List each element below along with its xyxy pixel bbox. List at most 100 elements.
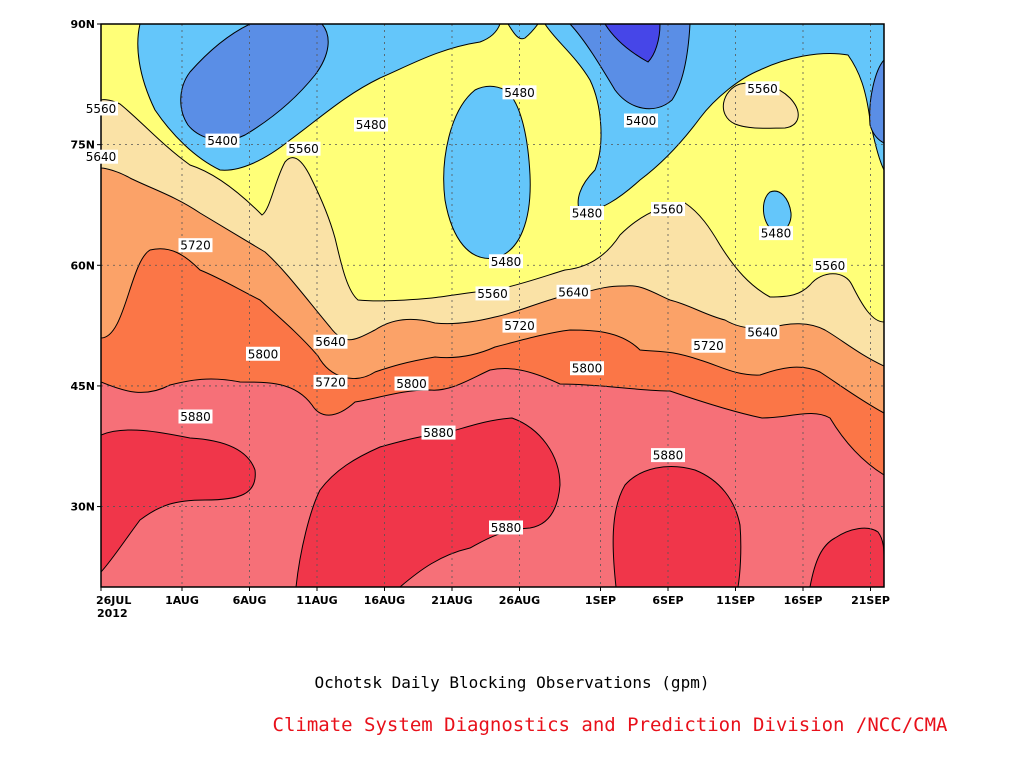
contour-label-text: 5800: [396, 377, 427, 391]
y-tick-label: 45N: [70, 380, 95, 393]
fill-above-5880-1: [101, 429, 256, 573]
x-tick-label: 1SEP: [585, 594, 616, 607]
fill-above-5880-2: [295, 417, 561, 587]
contour-label-bg: [421, 425, 456, 440]
contour-label: 5720: [313, 374, 348, 389]
y-tick-label: 75N: [70, 139, 95, 152]
contour-label: 5800: [246, 346, 280, 361]
fill-below-5400: [604, 24, 661, 63]
contour-label-bg: [502, 318, 537, 333]
contour-label-bg: [394, 376, 429, 391]
x-tick-label: 6SEP: [652, 594, 683, 607]
contour-label-bg: [178, 409, 213, 424]
contour-label-bg: [759, 226, 793, 241]
contour-label-text: 5560: [86, 102, 117, 116]
contour-label: 5880: [651, 448, 685, 463]
contour-label-text: 5800: [572, 362, 603, 376]
contour-label-text: 5720: [315, 375, 346, 389]
contour-label-bg: [651, 201, 685, 216]
contour-label-bg: [84, 101, 118, 116]
contour-label-text: 5640: [86, 150, 117, 164]
contour-label-text: 5480: [572, 207, 603, 221]
contour-label: 5880: [489, 520, 523, 535]
fill-5480-region: [137, 24, 884, 213]
contour-label-text: 5560: [747, 82, 778, 96]
contour-label-bg: [570, 206, 604, 221]
contour-label-text: 5720: [693, 339, 724, 353]
y-tick-label: 60N: [70, 259, 95, 272]
x-tick-label: 6AUG: [233, 594, 267, 607]
contour-label: 5800: [570, 361, 604, 376]
fill-above-5880-3: [612, 466, 742, 587]
contour-label: 5560: [813, 258, 847, 273]
contour-label-bg: [745, 81, 780, 96]
contour-label: 5400: [205, 133, 240, 148]
contour-label: 5560: [84, 101, 118, 116]
contour-label: 5720: [502, 318, 537, 333]
contour-label-bg: [489, 254, 523, 269]
contour-label: 5880: [421, 425, 456, 440]
contour-label-bg: [691, 338, 726, 353]
contour-labels: 5560 5640 5400 5560 5480 5480 5400 5560 5480 5560…: [84, 81, 847, 535]
contour-label-text: 5880: [653, 449, 684, 463]
contour-label-text: 5720: [180, 239, 211, 253]
contour-label: 5560: [475, 286, 510, 301]
contour-label-bg: [286, 141, 321, 156]
contour-label-bg: [502, 85, 537, 100]
contour-label-text: 5480: [356, 118, 387, 132]
contour-label: 5400: [624, 113, 658, 128]
contour-label: 5800: [394, 376, 429, 391]
contour-label-bg: [745, 325, 780, 340]
y-axis: 30N 45N 60N 75N 90N: [70, 18, 101, 514]
x-tick-label: 21AUG: [431, 594, 472, 607]
x-tick-label: 16AUG: [364, 594, 405, 607]
y-tick-label: 90N: [70, 18, 95, 31]
y-tick-label: 30N: [70, 501, 95, 514]
contour-label-text: 5480: [504, 86, 535, 100]
x-tick-label: 16SEP: [784, 594, 823, 607]
x-year-label: 2012: [97, 607, 128, 620]
contour-label-text: 5560: [477, 287, 508, 301]
contour-label-bg: [624, 113, 658, 128]
contour-label-bg: [205, 133, 240, 148]
x-tick-label: 26AUG: [499, 594, 540, 607]
x-tick-label: 11AUG: [296, 594, 337, 607]
contour-label: 5480: [354, 117, 388, 132]
contour-label: 5640: [313, 334, 348, 349]
contour-label: 5720: [178, 238, 213, 253]
x-tick-label: 1AUG: [165, 594, 199, 607]
contour-label-bg: [475, 286, 510, 301]
contour-label-text: 5880: [491, 521, 522, 535]
contour-label: 5720: [691, 338, 726, 353]
x-tick-label: 26JUL: [96, 594, 131, 607]
chart-title: Ochotsk Daily Blocking Observations (gpm…: [314, 673, 710, 692]
x-tick-label: 11SEP: [716, 594, 755, 607]
contour-label-bg: [813, 258, 847, 273]
contour-label-bg: [313, 334, 348, 349]
contour-label-bg: [246, 346, 280, 361]
contour-label-text: 5880: [423, 426, 454, 440]
contour-label-bg: [178, 238, 213, 253]
contour-label-text: 5400: [626, 114, 657, 128]
contour-label-bg: [651, 448, 685, 463]
contour-label-bg: [570, 361, 604, 376]
contour-label-text: 5640: [558, 285, 589, 299]
x-tick-label: 21SEP: [851, 594, 890, 607]
contour-label: 5480: [570, 206, 604, 221]
contour-label: 5560: [286, 141, 321, 156]
contour-label-bg: [354, 117, 388, 132]
contour-label-text: 5480: [491, 255, 522, 269]
contour-label-text: 5640: [315, 335, 346, 349]
contour-label-text: 5480: [761, 227, 792, 241]
contour-label: 5480: [489, 254, 523, 269]
x-axis: 26JUL 1AUG 6AUG 11AUG 16AUG 21AUG 26AUG 1SEP 6SE…: [96, 587, 890, 620]
contour-label: 5480: [502, 85, 537, 100]
contour-label-text: 5400: [207, 134, 238, 148]
credit-line: Climate System Diagnostics and Predictio…: [272, 714, 948, 736]
contour-label-bg: [489, 520, 523, 535]
contour-label: 5640: [556, 284, 591, 299]
contour-label-text: 5560: [815, 259, 846, 273]
contour-label: 5560: [651, 201, 685, 216]
contour-fills: [101, 24, 884, 587]
